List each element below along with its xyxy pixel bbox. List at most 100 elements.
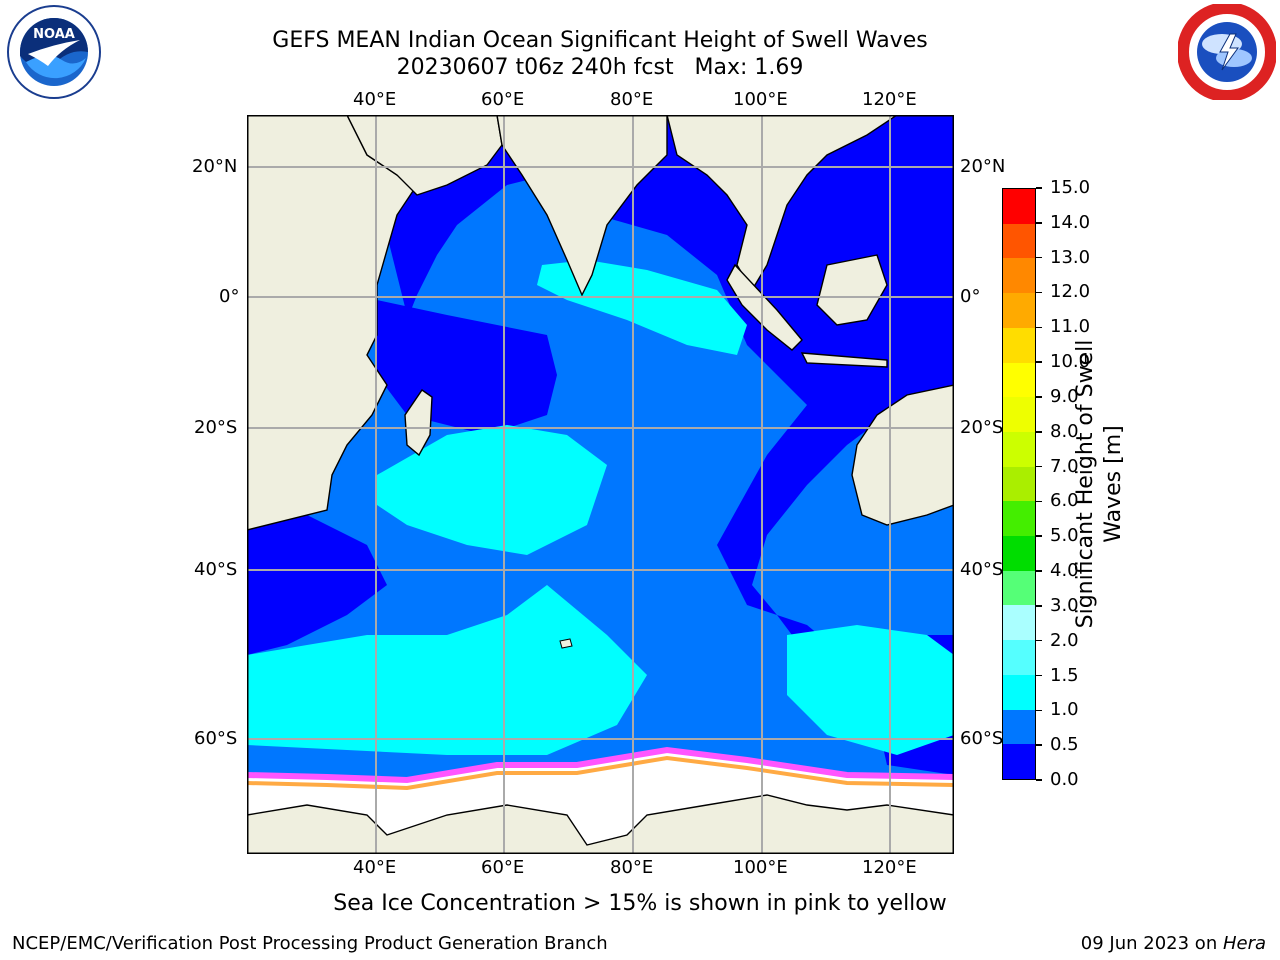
madagascar	[404, 389, 433, 457]
footer-left: NCEP/EMC/Verification Post Processing Pr…	[12, 933, 608, 954]
colorbar-tick-label: 12.0	[1050, 281, 1091, 303]
colorbar-tick-label: 11.0	[1050, 316, 1091, 338]
lat-tick-right-60s: 60°S	[960, 728, 1004, 749]
colorbar-bin	[1003, 744, 1035, 779]
sea-ice-caption: Sea Ice Concentration > 15% is shown in …	[333, 891, 947, 916]
colorbar-tick-mark	[1036, 396, 1042, 398]
colorbar-tick-label: 15.0	[1050, 177, 1091, 198]
colorbar-bin	[1003, 293, 1035, 328]
colorbar-tick-label: 13.0	[1050, 246, 1091, 268]
colorbar	[1002, 188, 1036, 780]
colorbar-tick-label: 5.0	[1050, 525, 1079, 547]
borneo-island	[816, 254, 888, 326]
lat-tick-left-0: 0°	[219, 286, 240, 307]
colorbar-label-line1: Significant Height of Swell	[1073, 339, 1098, 629]
noaa-logo: NOAA	[4, 4, 104, 100]
colorbar-tick-mark	[1036, 187, 1042, 189]
colorbar-tick-label: 1.0	[1050, 699, 1079, 721]
colorbar-tick-mark	[1036, 431, 1042, 433]
colorbar-tick-mark	[1036, 500, 1042, 503]
colorbar-tick-label: 0.0	[1050, 769, 1079, 790]
chart-title: GEFS MEAN Indian Ocean Significant Heigh…	[272, 28, 928, 53]
colorbar-tick-mark	[1036, 291, 1042, 294]
colorbar-tick-label: 9.0	[1050, 385, 1079, 407]
colorbar-tick-label: 10.0	[1050, 351, 1091, 373]
high-swell-band-south-central	[377, 425, 607, 555]
southeast-asia-landmass	[666, 115, 899, 292]
colorbar-tick-label: 7.0	[1050, 455, 1079, 477]
colorbar-bin	[1003, 674, 1035, 710]
colorbar-bin	[1003, 640, 1035, 675]
colorbar-tick-label: 4.0	[1050, 560, 1079, 582]
high-swell-band-southern-ocean-east	[787, 625, 954, 755]
lat-tick-left-60s: 60°S	[194, 728, 238, 749]
colorbar-tick-label: 6.0	[1050, 490, 1079, 512]
lat-tick-left-20s: 20°S	[194, 417, 238, 438]
colorbar-bin	[1003, 258, 1035, 294]
map-frame	[247, 115, 954, 854]
colorbar-tick-mark	[1036, 361, 1042, 363]
colorbar-tick-label: 14.0	[1050, 211, 1091, 233]
lon-tick-top-120e: 120°E	[862, 89, 917, 110]
lat-tick-left-40s: 40°S	[194, 559, 238, 580]
colorbar-tick-mark	[1036, 674, 1042, 677]
colorbar-bin	[1003, 397, 1035, 432]
lon-tick-top-40e: 40°E	[353, 89, 397, 110]
footer-right: 09 Jun 2023 on Hera	[1081, 933, 1266, 954]
noaa-logo-text: NOAA	[33, 27, 75, 42]
sea-ice-edge-orange	[247, 755, 954, 791]
colorbar-tick-mark	[1036, 535, 1042, 537]
colorbar-bin	[1003, 605, 1035, 641]
colorbar-ticks: 0.0 0.5 1.0 1.5 2.0 3.0 4.0 5.0 6.0 7.0 8.0 9.0 10.0…	[1036, 177, 1116, 790]
sumatra-island	[726, 263, 803, 351]
lon-tick-top-80e: 80°E	[610, 89, 654, 110]
antarctica-landmass	[247, 794, 954, 854]
colorbar-tick-mark	[1036, 779, 1042, 781]
colorbar-bin	[1003, 327, 1035, 363]
colorbar-tick-mark	[1036, 709, 1042, 712]
lat-tick-left-20n: 20°N	[192, 156, 238, 177]
colorbar-bin	[1003, 223, 1035, 259]
colorbar-bin	[1003, 709, 1035, 745]
colorbar-tick-mark	[1036, 605, 1042, 607]
sea-ice-edge-pink	[247, 746, 954, 784]
colorbar-tick-mark	[1036, 465, 1042, 468]
lon-tick-top-60e: 60°E	[481, 89, 525, 110]
java-island	[800, 352, 888, 368]
colorbar-bin	[1003, 431, 1035, 467]
colorbar-bin	[1003, 189, 1035, 224]
colorbar-tick-mark	[1036, 570, 1042, 572]
colorbar-tick-label: 3.0	[1050, 594, 1079, 616]
colorbar-bin	[1003, 466, 1035, 502]
colorbar-tick-label: 0.5	[1050, 734, 1079, 756]
colorbar-tick-label: 1.5	[1050, 664, 1079, 686]
colorbar-tick-mark	[1036, 326, 1042, 329]
high-swell-band-equatorial	[537, 260, 747, 355]
lat-tick-right-40s: 40°S	[960, 559, 1004, 580]
colorbar-tick-mark	[1036, 222, 1042, 224]
lon-tick-bottom-100e: 100°E	[733, 857, 788, 878]
colorbar-bin	[1003, 536, 1035, 571]
colorbar-tick-mark	[1036, 744, 1042, 746]
low-swell-region-north	[387, 115, 954, 775]
lat-tick-right-0: 0°	[960, 286, 981, 307]
nws-logo	[1177, 2, 1277, 102]
colorbar-tick-label: 8.0	[1050, 420, 1079, 442]
colorbar-label-line2: Waves [m]	[1101, 425, 1126, 543]
lon-tick-bottom-120e: 120°E	[862, 857, 917, 878]
colorbar-tick-mark	[1036, 256, 1042, 259]
low-swell-region-southwest	[247, 515, 387, 655]
colorbar-bin	[1003, 501, 1035, 537]
high-swell-band-southern-ocean-west	[247, 585, 647, 755]
lat-tick-right-20s: 20°S	[960, 417, 1004, 438]
lon-tick-bottom-60e: 60°E	[481, 857, 525, 878]
lat-tick-right-20n: 20°N	[960, 156, 1006, 177]
lon-tick-bottom-40e: 40°E	[353, 857, 397, 878]
chart-subtitle: 20230607 t06z 240h fcst Max: 1.69	[396, 55, 804, 80]
australia-landmass	[851, 384, 954, 526]
india-landmass	[496, 115, 668, 297]
lon-tick-top-100e: 100°E	[733, 89, 788, 110]
map-panel	[247, 115, 954, 854]
graticule	[247, 115, 954, 854]
colorbar-tick-mark	[1036, 639, 1042, 642]
